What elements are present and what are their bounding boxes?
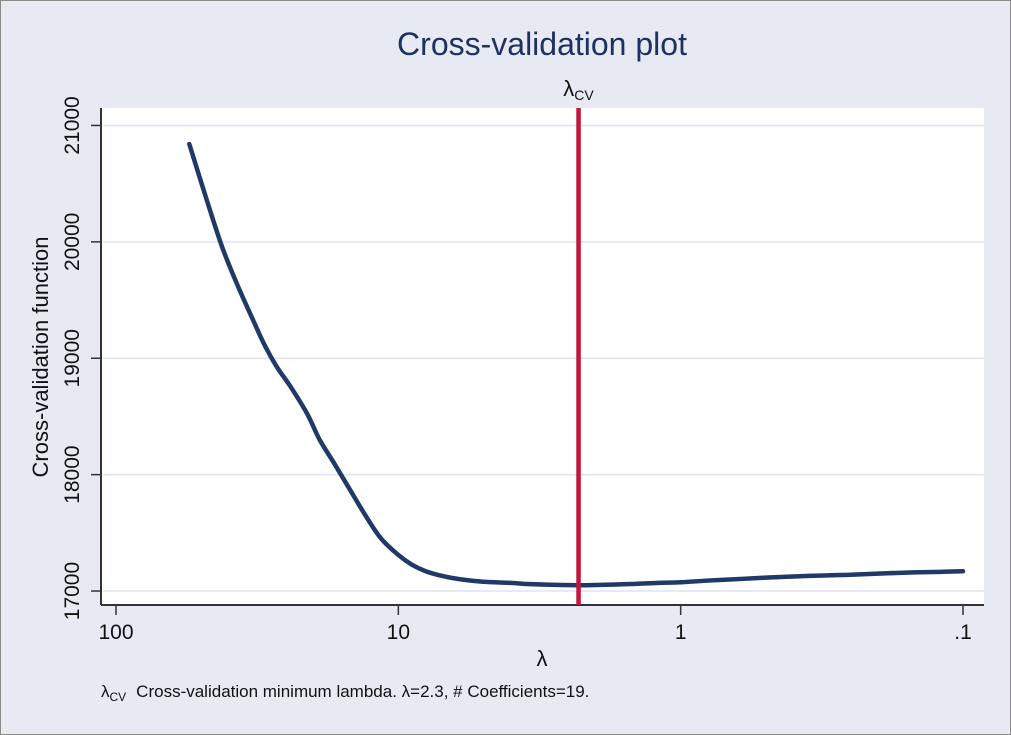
footnote-text: Cross-validation minimum lambda. λ=2.3, … <box>136 682 589 701</box>
x-axis-ticks: 100 10 1 .1 <box>98 605 972 644</box>
y-tick-label: 18000 <box>61 445 84 503</box>
series-line <box>187 141 966 588</box>
gridlines <box>103 124 984 592</box>
x-tick-label: 1 <box>675 621 687 644</box>
plot-area <box>101 108 984 605</box>
lambda-cv-label: λCV <box>563 76 594 103</box>
y-axis-title: Cross-validation function <box>28 237 53 478</box>
footnote-symbol: λ <box>101 682 110 701</box>
y-tick-label: 19000 <box>61 329 84 387</box>
y-axis-ticks: 17000 18000 19000 20000 21000 <box>61 96 101 620</box>
footnote: λCV Cross-validation minimum lambda. λ=2.… <box>101 682 589 704</box>
x-tick-label: 100 <box>98 621 133 644</box>
y-tick-label: 17000 <box>61 562 84 620</box>
footnote-symbol-sub: CV <box>110 690 127 704</box>
y-tick-label: 21000 <box>61 96 84 154</box>
x-axis-title: λ <box>537 646 548 671</box>
x-tick-label: .1 <box>954 621 972 644</box>
x-tick-label: 10 <box>387 621 410 644</box>
chart-title: Cross-validation plot <box>397 26 687 62</box>
y-tick-label: 20000 <box>61 213 84 271</box>
